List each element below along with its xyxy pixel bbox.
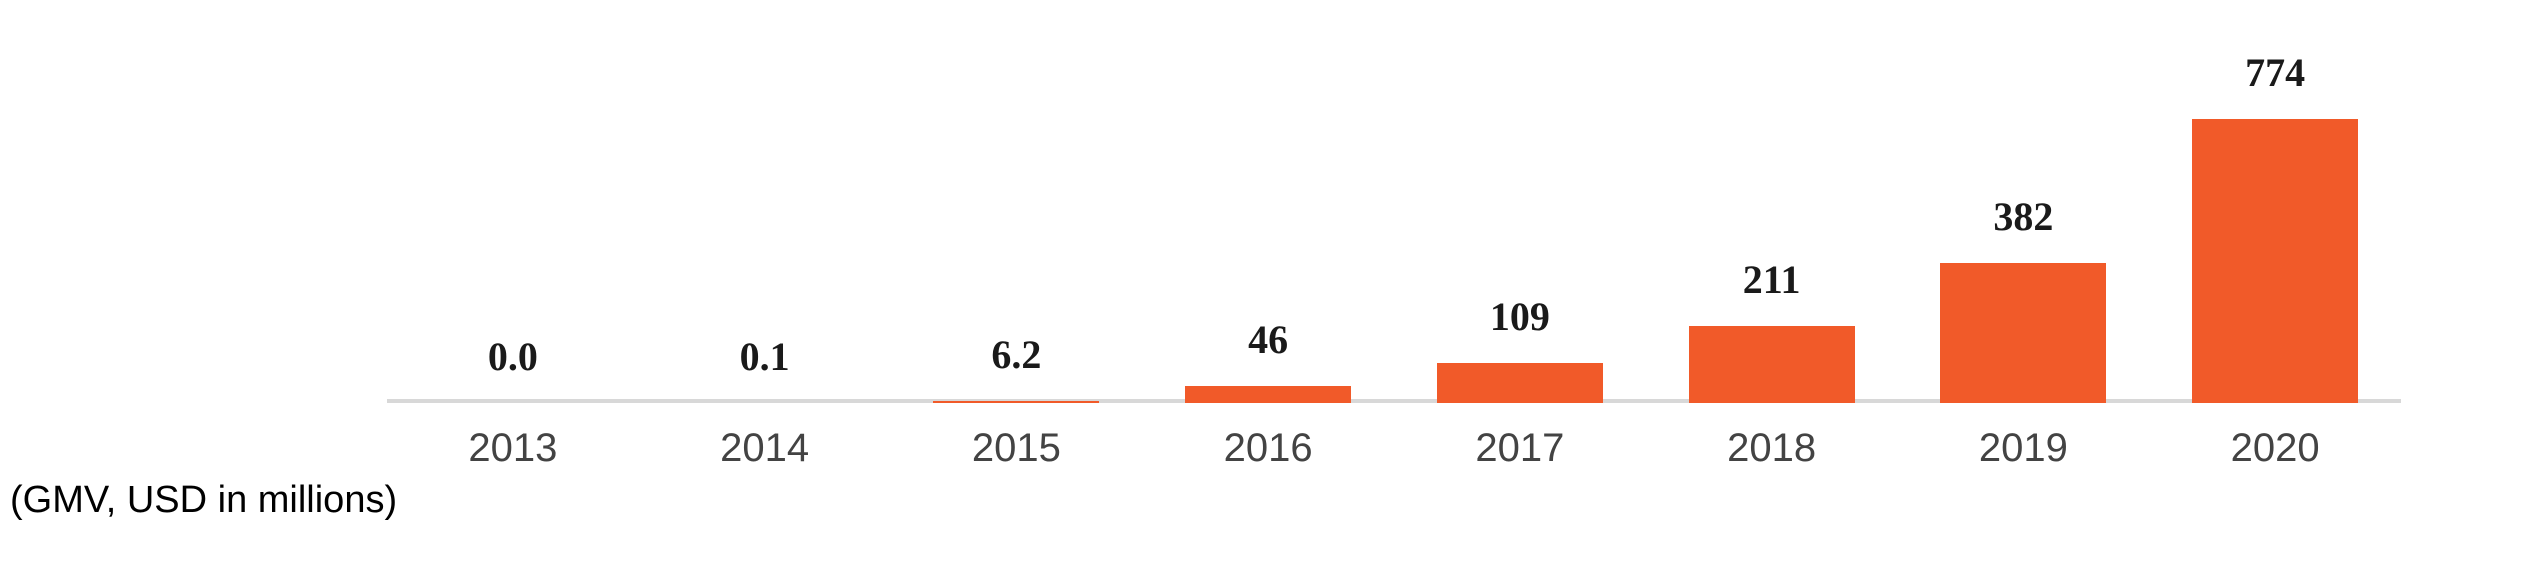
bar-2016 xyxy=(1185,386,1352,403)
x-axis-tick-label-2020: 2020 xyxy=(2230,426,2320,470)
bar-value-label: 0.1 xyxy=(739,334,790,379)
bar-column-2013: 0.0 xyxy=(387,0,639,403)
x-axis-line xyxy=(387,399,2401,403)
bar-value-label: 46 xyxy=(1248,317,1289,362)
x-axis-tick-label-2017: 2017 xyxy=(1475,426,1565,470)
plot-area: 0.0 0.1 6.2 46 109 211 382 774 xyxy=(387,0,2401,403)
bar-value-label: 382 xyxy=(1993,194,2054,239)
bar-value-label: 109 xyxy=(1489,294,1550,339)
bar-2019 xyxy=(1940,263,2107,403)
chart-caption: (GMV, USD in millions) xyxy=(10,479,398,521)
bar-2017 xyxy=(1436,363,1603,403)
bar-column-2016: 46 xyxy=(1142,0,1394,403)
bar-column-2015: 6.2 xyxy=(891,0,1143,403)
bar-column-2018: 211 xyxy=(1646,0,1898,403)
x-axis-tick-label-2018: 2018 xyxy=(1727,426,1817,470)
bar-value-label: 6.2 xyxy=(991,332,1042,377)
x-axis-labels: 2013 2014 2015 2016 2017 2018 2019 2020 xyxy=(387,426,2401,470)
bar-value-label: 774 xyxy=(2245,50,2306,95)
bars-container: 0.0 0.1 6.2 46 109 211 382 774 xyxy=(387,0,2401,403)
bar-column-2014: 0.1 xyxy=(639,0,891,403)
bar-column-2020: 774 xyxy=(2149,0,2401,403)
x-axis-tick-label-2015: 2015 xyxy=(971,426,1061,470)
bar-2020 xyxy=(2192,119,2359,403)
bar-value-label: 211 xyxy=(1742,257,1801,302)
x-axis-tick-label-2019: 2019 xyxy=(1978,426,2068,470)
x-axis-tick-label-2016: 2016 xyxy=(1223,426,1313,470)
x-axis-tick-label-2014: 2014 xyxy=(720,426,810,470)
bar-column-2017: 109 xyxy=(1394,0,1646,403)
bar-2015 xyxy=(933,401,1100,403)
bar-column-2019: 382 xyxy=(1898,0,2150,403)
x-axis-tick-label-2013: 2013 xyxy=(468,426,558,470)
bar-2018 xyxy=(1688,326,1855,403)
bar-value-label: 0.0 xyxy=(487,334,538,379)
